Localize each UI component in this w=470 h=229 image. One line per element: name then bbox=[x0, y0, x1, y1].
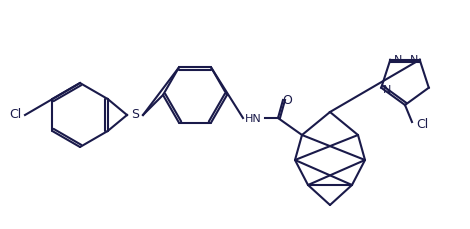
Text: O: O bbox=[282, 93, 292, 106]
Text: HN: HN bbox=[244, 114, 261, 124]
Text: N: N bbox=[383, 85, 392, 95]
Text: Cl: Cl bbox=[416, 117, 428, 131]
Text: N: N bbox=[394, 55, 402, 65]
Text: S: S bbox=[131, 109, 139, 122]
Text: N: N bbox=[409, 55, 418, 65]
Text: Cl: Cl bbox=[9, 109, 21, 122]
